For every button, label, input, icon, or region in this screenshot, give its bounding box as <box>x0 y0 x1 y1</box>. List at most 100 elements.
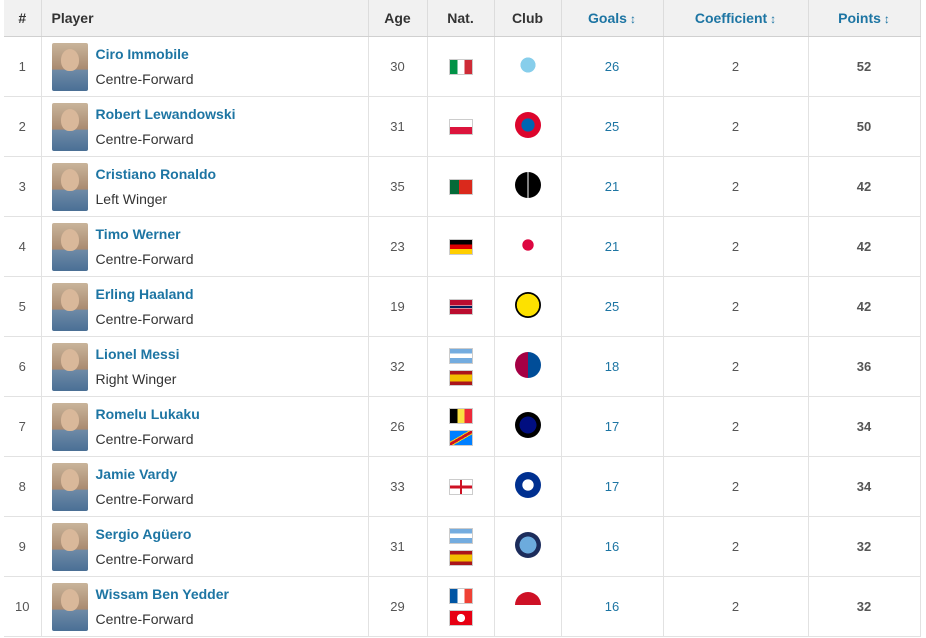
sort-icon: ↕ <box>770 12 777 26</box>
goals-cell: 17 <box>561 396 664 457</box>
rank-cell: 5 <box>4 276 42 337</box>
player-photo-avatar[interactable] <box>51 282 88 331</box>
inter-crest-icon[interactable] <box>514 412 541 438</box>
nationality-cell <box>427 336 495 397</box>
age-cell: 31 <box>368 96 428 157</box>
player-name-link[interactable]: Timo Werner <box>95 225 181 242</box>
player-cell: Erling Haaland Centre-Forward <box>41 276 369 337</box>
points-cell: 42 <box>808 276 921 337</box>
club-header: Club <box>494 0 562 37</box>
rank-cell: 10 <box>4 576 42 637</box>
club-cell <box>494 216 562 277</box>
nationality-cell <box>427 276 495 337</box>
poland-flag-icon <box>448 118 473 135</box>
age-header: Age <box>368 0 428 37</box>
player-photo-avatar[interactable] <box>51 342 88 391</box>
table-header-row: # Player Age Nat. Club Goals ↕ Coefficien… <box>4 0 921 37</box>
lazio-crest-icon[interactable] <box>514 52 541 78</box>
nationality-cell <box>427 36 495 97</box>
rank-header: # <box>4 0 42 37</box>
age-cell: 32 <box>368 336 428 397</box>
germany-flag-icon <box>448 238 473 255</box>
player-name-link[interactable]: Jamie Vardy <box>95 465 178 482</box>
table-row: 9 Sergio Agüero Centre-Forward 31 16 2 3… <box>4 516 921 577</box>
table-row: 4 Timo Werner Centre-Forward 23 21 2 42 <box>4 216 921 277</box>
player-photo-avatar[interactable] <box>51 402 88 451</box>
player-photo-avatar[interactable] <box>51 42 88 91</box>
points-cell: 52 <box>808 36 921 97</box>
player-name-link[interactable]: Robert Lewandowski <box>95 105 236 122</box>
player-name-link[interactable]: Lionel Messi <box>95 345 180 362</box>
leipzig-crest-icon[interactable] <box>514 232 541 258</box>
coefficient-cell: 2 <box>663 576 809 637</box>
points-cell: 32 <box>808 516 921 577</box>
barcelona-crest-icon[interactable] <box>514 352 541 378</box>
player-position: Right Winger <box>95 370 177 387</box>
player-name-link[interactable]: Cristiano Ronaldo <box>95 165 217 182</box>
player-position: Centre-Forward <box>95 430 194 447</box>
player-cell: Lionel Messi Right Winger <box>41 336 369 397</box>
player-photo-avatar[interactable] <box>51 102 88 151</box>
club-cell <box>494 396 562 457</box>
player-position: Centre-Forward <box>95 310 194 327</box>
coefficient-cell: 2 <box>663 156 809 217</box>
age-cell: 29 <box>368 576 428 637</box>
points-cell: 42 <box>808 216 921 277</box>
club-cell <box>494 276 562 337</box>
juventus-crest-icon[interactable] <box>514 172 541 198</box>
monaco-crest-icon[interactable] <box>514 592 541 618</box>
points-header-label: Points <box>838 10 881 26</box>
age-cell: 26 <box>368 396 428 457</box>
argentina-flag-icon <box>448 347 473 364</box>
player-photo-avatar[interactable] <box>51 582 88 631</box>
nationality-cell <box>427 96 495 157</box>
player-position: Centre-Forward <box>95 610 194 627</box>
player-name-link[interactable]: Wissam Ben Yedder <box>95 585 229 602</box>
goals-cell: 16 <box>561 516 664 577</box>
player-position: Centre-Forward <box>95 130 194 147</box>
portugal-flag-icon <box>448 178 473 195</box>
player-cell: Jamie Vardy Centre-Forward <box>41 456 369 517</box>
coefficient-cell: 2 <box>663 36 809 97</box>
player-cell: Romelu Lukaku Centre-Forward <box>41 396 369 457</box>
coefficient-cell: 2 <box>663 396 809 457</box>
player-photo-avatar[interactable] <box>51 162 88 211</box>
player-photo-avatar[interactable] <box>51 222 88 271</box>
player-cell: Ciro Immobile Centre-Forward <box>41 36 369 97</box>
leicester-crest-icon[interactable] <box>514 472 541 498</box>
italy-flag-icon <box>448 58 473 75</box>
player-position: Centre-Forward <box>95 250 194 267</box>
player-position: Left Winger <box>95 190 168 207</box>
player-cell: Sergio Agüero Centre-Forward <box>41 516 369 577</box>
coefficient-header-sort[interactable]: Coefficient ↕ <box>663 0 809 37</box>
nationality-cell <box>427 576 495 637</box>
age-cell: 19 <box>368 276 428 337</box>
player-position: Centre-Forward <box>95 550 194 567</box>
table-row: 3 Cristiano Ronaldo Left Winger 35 21 2 … <box>4 156 921 217</box>
points-cell: 42 <box>808 156 921 217</box>
goals-cell: 18 <box>561 336 664 397</box>
norway-flag-icon <box>448 298 473 315</box>
player-name-link[interactable]: Ciro Immobile <box>95 45 189 62</box>
goals-header-sort[interactable]: Goals ↕ <box>561 0 664 37</box>
table-row: 1 Ciro Immobile Centre-Forward 30 26 2 5… <box>4 36 921 97</box>
top-scorers-table: # Player Age Nat. Club Goals ↕ Coefficien… <box>4 0 921 637</box>
dortmund-crest-icon[interactable] <box>514 292 541 318</box>
player-name-link[interactable]: Romelu Lukaku <box>95 405 200 422</box>
argentina-flag-icon <box>448 527 473 544</box>
player-name-link[interactable]: Sergio Agüero <box>95 525 192 542</box>
player-photo-avatar[interactable] <box>51 522 88 571</box>
points-header-sort[interactable]: Points ↕ <box>808 0 921 37</box>
player-photo-avatar[interactable] <box>51 462 88 511</box>
goals-cell: 25 <box>561 276 664 337</box>
rank-cell: 7 <box>4 396 42 457</box>
player-position: Centre-Forward <box>95 490 194 507</box>
player-header: Player <box>41 0 369 37</box>
rank-cell: 8 <box>4 456 42 517</box>
table-row: 5 Erling Haaland Centre-Forward 19 25 2 … <box>4 276 921 337</box>
points-cell: 32 <box>808 576 921 637</box>
player-cell: Robert Lewandowski Centre-Forward <box>41 96 369 157</box>
man-city-crest-icon[interactable] <box>514 532 541 558</box>
player-name-link[interactable]: Erling Haaland <box>95 285 194 302</box>
bayern-crest-icon[interactable] <box>514 112 541 138</box>
